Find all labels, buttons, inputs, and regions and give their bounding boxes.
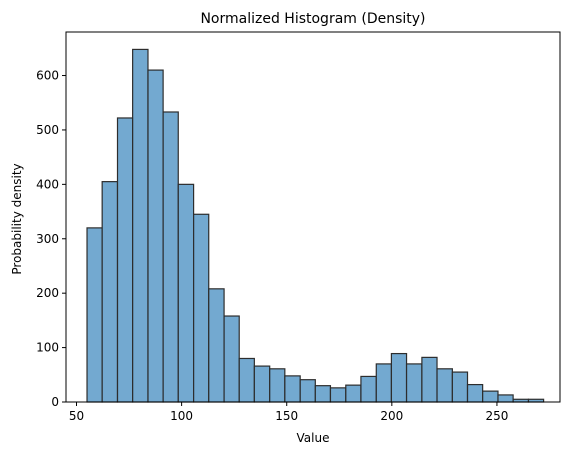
histogram-bar [253,365,271,403]
y-tick-label: 300 [36,232,59,246]
histogram-bar [223,315,240,403]
histogram-bar [360,375,377,403]
histogram-bar [299,379,316,403]
histogram-bar [345,384,362,403]
histogram-bar [284,375,301,403]
histogram-bar [208,288,225,403]
histogram-bar [375,363,393,403]
histogram-bar [436,368,453,403]
x-axis-label: Value [297,431,330,445]
histogram-bar [132,48,149,403]
histogram-bar [466,383,484,403]
y-tick-label: 600 [36,69,59,83]
x-tick-label: 100 [170,409,193,423]
histogram-bar [482,390,499,403]
y-tick-label: 400 [36,177,59,191]
bar-group [86,48,545,403]
histogram-bar [314,385,332,403]
x-tick-label: 200 [380,409,403,423]
histogram-bar [451,371,469,403]
histogram-bar [497,394,514,403]
histogram-bar [162,111,179,403]
y-ticks: 0 100 200 300 400 500 600 [36,69,66,409]
histogram-bar [421,356,438,403]
histogram-bar [177,183,195,403]
plot-frame [65,31,561,403]
y-axis-label: Probability density [10,163,24,274]
x-tick-label: 50 [69,409,84,423]
histogram-bar [116,117,134,403]
histogram-bar [269,368,286,403]
y-tick-label: 100 [36,341,59,355]
histogram-bar [147,69,164,403]
histogram-bar [390,352,408,403]
histogram-bar [86,227,103,403]
histogram-bar [192,213,210,403]
y-tick-label: 0 [51,395,59,409]
y-tick-label: 500 [36,123,59,137]
x-tick-label: 250 [485,409,508,423]
x-ticks: 50 100 150 200 250 [69,402,508,423]
histogram-bar [405,363,423,403]
axes [65,31,561,403]
histogram-bar [238,357,255,403]
x-tick-label: 150 [275,409,298,423]
y-tick-label: 200 [36,286,59,300]
histogram-bar [101,181,119,403]
chart-title: Normalized Histogram (Density) [200,11,425,27]
histogram-bar [329,387,347,403]
